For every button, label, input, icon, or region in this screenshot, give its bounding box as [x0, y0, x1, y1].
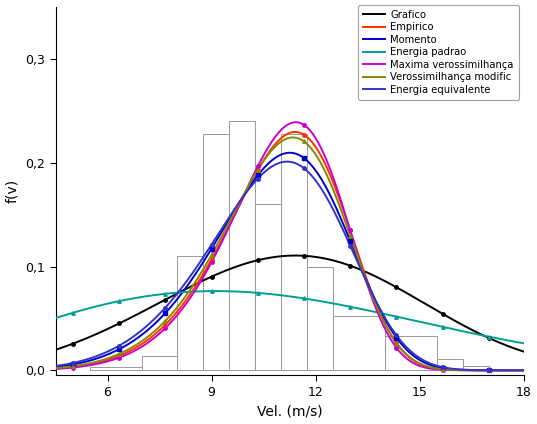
Momento	[338, 216, 344, 221]
Maxima verossimilhança	[323, 157, 330, 162]
Bar	[90, 367, 142, 370]
Energia padrao	[212, 288, 219, 293]
Energia equivalente	[323, 194, 330, 199]
Momento	[422, 360, 428, 365]
Line: Grafico: Grafico	[4, 256, 537, 363]
Maxima verossimilhança	[478, 368, 485, 373]
Empirico	[478, 368, 485, 373]
Grafico	[354, 266, 361, 271]
X-axis label: Vel. (m/s): Vel. (m/s)	[257, 404, 322, 418]
Energia padrao	[323, 300, 330, 305]
Energia equivalente	[34, 365, 41, 371]
Empirico	[422, 363, 428, 368]
Energia equivalente	[1, 367, 7, 372]
Bar	[463, 366, 489, 370]
Legend: Grafico, Empirico, Momento, Energia padrao, Maxima verossimilhança, Verossimilha: Grafico, Empirico, Momento, Energia padr…	[358, 5, 519, 100]
Maxima verossimilhança	[354, 252, 361, 257]
Verossimilhança modific	[422, 363, 428, 368]
Line: Verossimilhança modific: Verossimilhança modific	[4, 137, 537, 370]
Bar	[437, 359, 463, 370]
Maxima verossimilhança	[338, 198, 344, 203]
Empirico	[338, 201, 344, 206]
Line: Momento: Momento	[4, 153, 537, 370]
Verossimilhança modific	[338, 207, 344, 212]
Bar	[281, 134, 307, 370]
Verossimilhança modific	[1, 368, 7, 373]
Verossimilhança modific	[34, 367, 41, 372]
Bar	[177, 256, 203, 370]
Line: Energia padrao: Energia padrao	[4, 291, 537, 349]
Bar	[333, 316, 385, 370]
Energia equivalente	[284, 159, 290, 164]
Bar	[203, 134, 229, 370]
Verossimilhança modific	[354, 254, 361, 259]
Momento	[34, 366, 41, 371]
Energia padrao	[34, 321, 41, 326]
Momento	[286, 150, 293, 155]
Line: Maxima verossimilhança: Maxima verossimilhança	[4, 122, 537, 370]
Grafico	[338, 260, 344, 265]
Energia equivalente	[354, 259, 361, 265]
Empirico	[292, 129, 299, 134]
Empirico	[34, 367, 41, 372]
Grafico	[292, 253, 299, 258]
Energia equivalente	[338, 223, 344, 228]
Line: Empirico: Empirico	[4, 132, 537, 370]
Bar	[229, 121, 255, 370]
Maxima verossimilhança	[422, 365, 428, 370]
Momento	[354, 257, 361, 262]
Grafico	[478, 332, 485, 337]
Energia padrao	[354, 306, 361, 311]
Grafico	[1, 360, 7, 365]
Y-axis label: f(v): f(v)	[5, 179, 19, 204]
Verossimilhança modific	[478, 368, 485, 373]
Verossimilhança modific	[323, 171, 330, 176]
Empirico	[1, 368, 7, 373]
Verossimilhança modific	[290, 135, 296, 140]
Grafico	[422, 301, 428, 306]
Energia padrao	[422, 321, 428, 326]
Grafico	[323, 256, 330, 261]
Maxima verossimilhança	[293, 120, 299, 125]
Empirico	[323, 164, 330, 169]
Maxima verossimilhança	[34, 367, 41, 372]
Energia padrao	[478, 333, 485, 338]
Momento	[478, 368, 485, 373]
Bar	[385, 336, 437, 370]
Bar	[307, 267, 333, 370]
Bar	[142, 356, 177, 370]
Bar	[255, 204, 281, 370]
Maxima verossimilhança	[1, 368, 7, 373]
Energia equivalente	[478, 368, 485, 373]
Momento	[323, 185, 330, 190]
Line: Energia equivalente: Energia equivalente	[4, 162, 537, 370]
Energia equivalente	[422, 358, 428, 363]
Grafico	[34, 353, 41, 358]
Empirico	[354, 250, 361, 255]
Energia padrao	[1, 333, 7, 338]
Energia padrao	[338, 302, 344, 307]
Momento	[1, 367, 7, 372]
